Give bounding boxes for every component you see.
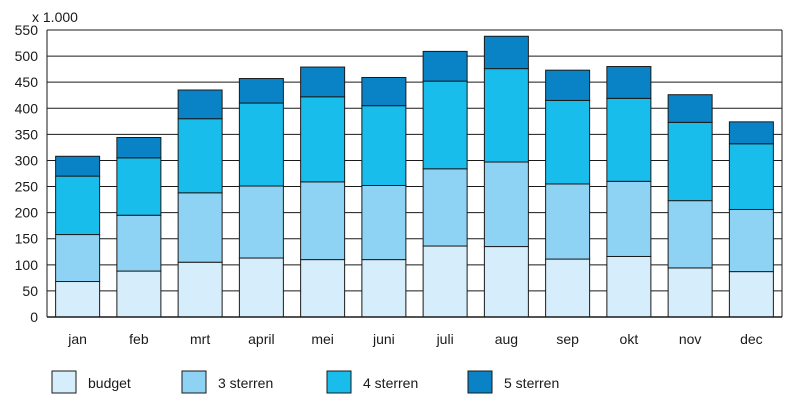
y-tick-label: 350 [15, 126, 39, 142]
y-tick-label: 50 [22, 283, 38, 299]
y-tick-label: 500 [15, 48, 39, 64]
bar-segment-5-sterren-sep [545, 69, 591, 101]
y-tick-label: 550 [15, 22, 39, 38]
x-axis-tick-labels: jan feb mrt april mei juni juli aug sep okt nov dec [67, 331, 762, 347]
bar-segment-5-sterren-mrt [177, 89, 223, 120]
x-tick-label: aug [495, 331, 518, 347]
y-tick-label: 150 [15, 231, 39, 247]
bar-segment-4-sterren-april [238, 102, 284, 187]
bar-segment-4-sterren-mei [300, 96, 346, 183]
bar-segment-5-sterren-aug [483, 35, 529, 70]
bar-segment-3-sterren-april [238, 185, 284, 259]
bar-segment-budget-mei [300, 259, 346, 318]
bar-segment-budget-juni [361, 259, 407, 318]
bar-segment-budget-april [238, 257, 284, 318]
legend-label: 3 sterren [218, 375, 273, 391]
x-tick-label: jan [67, 331, 87, 347]
bar-segment-4-sterren-sep [545, 99, 591, 185]
bar-segment-5-sterren-april [238, 78, 284, 104]
x-tick-label: sep [556, 331, 579, 347]
y-tick-label: 200 [15, 205, 39, 221]
y-tick-label: 300 [15, 152, 39, 168]
bar-segment-budget-dec [728, 271, 774, 318]
gridlines [47, 29, 782, 292]
axes [46, 30, 783, 318]
bar-segment-3-sterren-feb [116, 214, 162, 272]
bar-segment-3-sterren-juli [422, 168, 468, 247]
x-tick-label: mei [311, 331, 334, 347]
bar-segment-3-sterren-mrt [177, 192, 223, 263]
bar-segment-4-sterren-jan [55, 175, 101, 236]
bars [55, 35, 774, 318]
bar-segment-budget-mrt [177, 261, 223, 318]
bar-segment-budget-sep [545, 258, 591, 318]
legend-label: budget [88, 375, 131, 391]
bar-segment-4-sterren-mrt [177, 118, 223, 194]
bar-segment-5-sterren-juli [422, 50, 468, 82]
bar-segment-5-sterren-juni [361, 76, 407, 107]
bar-segment-3-sterren-aug [483, 161, 529, 248]
x-tick-label: juli [436, 331, 454, 347]
x-tick-label: juni [372, 331, 395, 347]
bar-segment-3-sterren-mei [300, 181, 346, 261]
y-axis-tick-labels: 0 50 100 150 200 250 300 350 400 450 500 550 [15, 22, 39, 325]
bar-segment-5-sterren-nov [667, 94, 713, 123]
bar-segment-budget-nov [667, 267, 713, 318]
x-tick-label: feb [129, 331, 149, 347]
bar-segment-3-sterren-jan [55, 234, 101, 283]
bar-segment-3-sterren-juni [361, 185, 407, 261]
x-tick-label: okt [620, 331, 639, 347]
legend-label: 5 sterren [504, 375, 559, 391]
legend-swatch [181, 370, 207, 394]
x-tick-label: dec [740, 331, 763, 347]
y-tick-label: 400 [15, 100, 39, 116]
legend-swatch [51, 370, 77, 394]
bar-segment-5-sterren-mei [300, 66, 346, 98]
bar-segment-3-sterren-dec [728, 209, 774, 273]
bar-segment-budget-okt [606, 255, 652, 318]
legend-swatch [467, 370, 493, 394]
x-tick-label: mrt [190, 331, 210, 347]
y-tick-label: 250 [15, 179, 39, 195]
bar-segment-5-sterren-jan [55, 155, 101, 177]
bar-segment-4-sterren-juli [422, 80, 468, 170]
y-tick-label: 450 [15, 74, 39, 90]
x-tick-label: nov [679, 331, 702, 347]
bar-segment-4-sterren-okt [606, 97, 652, 182]
legend: budget 3 sterren 4 sterren 5 sterren [51, 370, 559, 394]
bar-segment-5-sterren-okt [606, 66, 652, 99]
bar-segment-4-sterren-dec [728, 143, 774, 211]
bar-segment-4-sterren-aug [483, 68, 529, 163]
bar-segment-4-sterren-nov [667, 121, 713, 202]
bar-segment-4-sterren-juni [361, 105, 407, 187]
y-axis-unit-label: x 1.000 [32, 9, 78, 25]
legend-swatch [326, 370, 352, 394]
bar-segment-4-sterren-feb [116, 157, 162, 216]
x-tick-label: april [248, 331, 274, 347]
bar-segment-5-sterren-dec [728, 121, 774, 145]
bar-segment-budget-juli [422, 245, 468, 318]
legend-label: 4 sterren [363, 375, 418, 391]
bar-segment-3-sterren-okt [606, 180, 652, 257]
y-tick-label: 100 [15, 257, 39, 273]
bar-segment-3-sterren-sep [545, 183, 591, 260]
y-tick-label: 0 [30, 309, 38, 325]
bar-segment-budget-jan [55, 281, 101, 318]
bar-segment-5-sterren-feb [116, 136, 162, 159]
bar-segment-budget-aug [483, 246, 529, 318]
bar-segment-3-sterren-nov [667, 200, 713, 269]
bar-segment-budget-feb [116, 270, 162, 318]
